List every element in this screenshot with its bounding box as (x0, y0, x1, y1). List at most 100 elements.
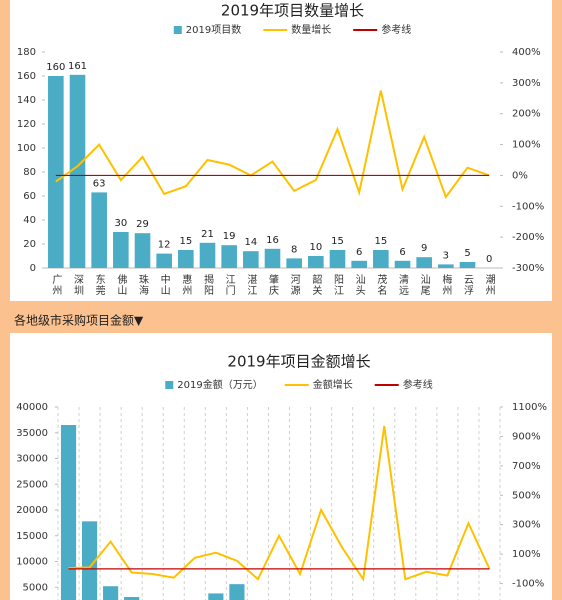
bar (308, 256, 324, 268)
y2-tick-label: -100% (512, 201, 544, 212)
x-tick-label: 河源 (288, 274, 300, 296)
legend-label: 金额增长 (313, 378, 353, 391)
data-label: 6 (356, 247, 362, 258)
y2-tick-label: 200% (512, 109, 541, 120)
legend-swatch (173, 26, 182, 34)
data-label: 15 (331, 236, 344, 247)
x-tick-label: 清远 (397, 273, 409, 296)
x-tick-label: 汕尾 (418, 274, 430, 296)
bar (221, 245, 237, 268)
bar (91, 192, 107, 268)
data-label: 5 (464, 248, 470, 259)
data-label: 30 (114, 218, 127, 229)
x-tick-label: 江门 (223, 274, 235, 296)
data-label: 9 (421, 243, 427, 254)
y-tick-label: 160 (17, 71, 36, 82)
legend-label: 参考线 (381, 23, 411, 36)
x-tick-label: 揭阳 (202, 273, 214, 296)
bar (178, 250, 194, 268)
data-label: 6 (399, 247, 405, 258)
bar (416, 257, 432, 268)
bar (103, 586, 119, 600)
y-tick-label: 0 (30, 263, 36, 274)
bar (243, 251, 259, 268)
x-tick-label: 深圳 (72, 274, 84, 296)
data-label: 160 (46, 62, 65, 73)
data-label: 15 (179, 236, 192, 247)
legend-label: 2019项目数 (186, 23, 241, 36)
data-label: 15 (374, 236, 387, 247)
y2-tick-label: 900% (512, 431, 541, 442)
y-tick-label: 30000 (16, 454, 48, 465)
y2-tick-label: 300% (512, 520, 541, 531)
y-tick-label: 20000 (16, 505, 48, 516)
y-tick-label: 100 (17, 143, 36, 154)
y2-tick-label: 700% (512, 461, 541, 472)
line (55, 90, 490, 200)
x-tick-label: 汕头 (353, 274, 365, 296)
x-tick-label: 东莞 (93, 273, 105, 296)
chart-title: 2019年项目数量增长 (221, 2, 364, 20)
y-tick-label: 35000 (16, 428, 48, 439)
y-tick-label: 15000 (16, 531, 48, 542)
bar (264, 248, 281, 268)
panel (10, 0, 552, 301)
y2-tick-label: -300% (512, 263, 544, 274)
bar (134, 233, 151, 268)
legend-label: 数量增长 (291, 23, 331, 36)
bar (199, 242, 216, 268)
bar (156, 253, 172, 268)
y2-tick-label: 400% (512, 47, 541, 58)
x-tick-label: 云浮 (462, 274, 474, 296)
bar (81, 521, 98, 600)
bar (48, 76, 64, 268)
y-tick-label: 180 (17, 47, 36, 58)
y-tick-label: 10000 (16, 557, 48, 568)
data-label: 14 (244, 237, 257, 248)
x-tick-label: 韶关 (310, 273, 322, 296)
bar (394, 260, 411, 268)
y2-tick-label: -100% (512, 579, 544, 590)
x-tick-label: 中山 (158, 273, 170, 296)
bar (229, 584, 245, 600)
y-tick-label: 20 (23, 239, 36, 250)
bar (286, 258, 302, 268)
y2-tick-label: 500% (512, 490, 541, 501)
y2-tick-label: 100% (512, 549, 541, 560)
data-label: 12 (158, 240, 171, 251)
data-label: 10 (309, 242, 322, 253)
data-label: 161 (68, 61, 87, 72)
section-header: 各地级市采购项目金额▼ (14, 313, 144, 328)
data-label: 16 (266, 235, 279, 246)
line (68, 425, 491, 582)
data-label: 29 (136, 219, 149, 230)
data-label: 63 (93, 178, 106, 189)
y-tick-label: 25000 (16, 479, 48, 490)
y-tick-label: 40000 (16, 402, 48, 413)
data-label: 19 (223, 231, 236, 242)
x-tick-label: 茂名 (375, 273, 387, 296)
x-tick-label: 肇庆 (267, 273, 279, 296)
x-tick-label: 珠海 (137, 273, 149, 296)
y-tick-label: 60 (23, 191, 36, 202)
x-tick-label: 阳江 (332, 274, 344, 296)
y2-tick-label: -200% (512, 232, 544, 243)
data-label: 8 (291, 244, 297, 255)
data-label: 21 (201, 229, 214, 240)
y-tick-label: 80 (23, 167, 36, 178)
legend-label: 2019金额（万元） (177, 378, 262, 391)
y2-tick-label: 1100% (512, 402, 547, 413)
x-tick-label: 惠州 (180, 273, 192, 296)
bar (60, 425, 77, 600)
bar (351, 260, 367, 268)
data-label: 0 (486, 254, 492, 265)
x-tick-label: 湛江 (245, 274, 257, 296)
bar (438, 264, 454, 268)
chart-title: 2019年项目金额增长 (227, 353, 370, 371)
y-tick-label: 40 (23, 215, 36, 226)
y-tick-label: 140 (17, 95, 36, 106)
legend-swatch (165, 381, 174, 389)
bar (373, 250, 389, 268)
